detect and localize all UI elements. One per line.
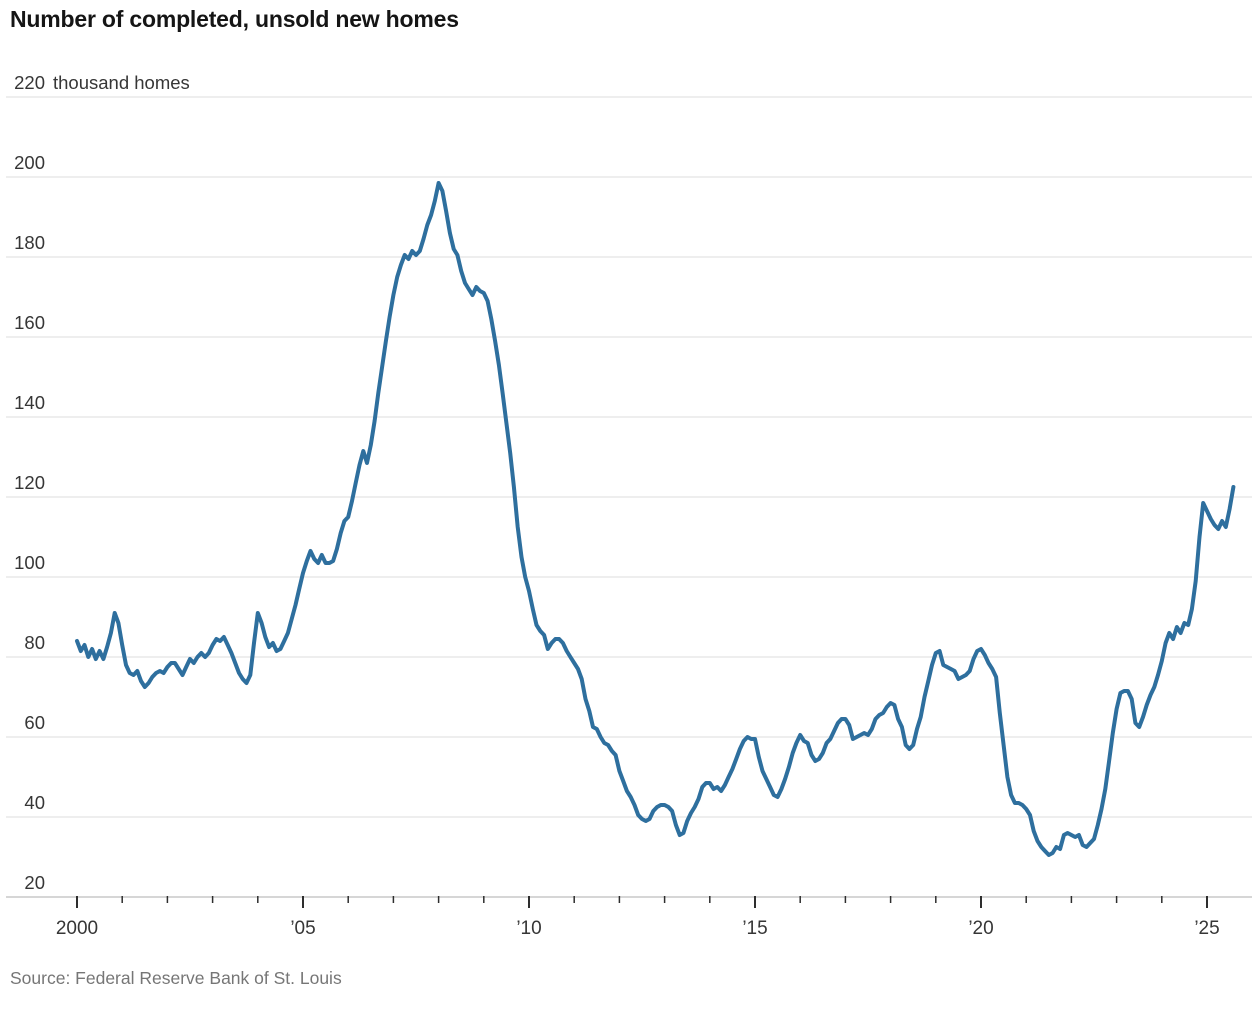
- x-tick-label: ’15: [742, 918, 767, 939]
- y-tick-label: 100: [14, 552, 45, 573]
- source-note: Source: Federal Reserve Bank of St. Loui…: [10, 968, 342, 988]
- y-tick-label: 200: [14, 152, 45, 173]
- y-tick-label: 20: [24, 872, 45, 893]
- data-line-series: [75, 181, 1236, 857]
- y-tick-label: 160: [14, 312, 45, 333]
- x-tick-label: ’10: [516, 918, 541, 939]
- y-tick-label: 220: [14, 72, 45, 93]
- y-tick-label: 180: [14, 232, 45, 253]
- y-tick-label: 80: [24, 632, 45, 653]
- x-tick-label: 2000: [56, 918, 98, 939]
- y-tick-label: 40: [24, 792, 45, 813]
- x-tick-label: ’20: [968, 918, 993, 939]
- x-tick-label: ’05: [290, 918, 315, 939]
- x-tick-label: ’25: [1194, 918, 1219, 939]
- y-tick-label: 60: [24, 712, 45, 733]
- y-axis-unit-label: thousand homes: [53, 72, 190, 93]
- chart-title: Number of completed, unsold new homes: [10, 6, 459, 32]
- y-tick-label: 140: [14, 392, 45, 413]
- y-tick-label: 120: [14, 472, 45, 493]
